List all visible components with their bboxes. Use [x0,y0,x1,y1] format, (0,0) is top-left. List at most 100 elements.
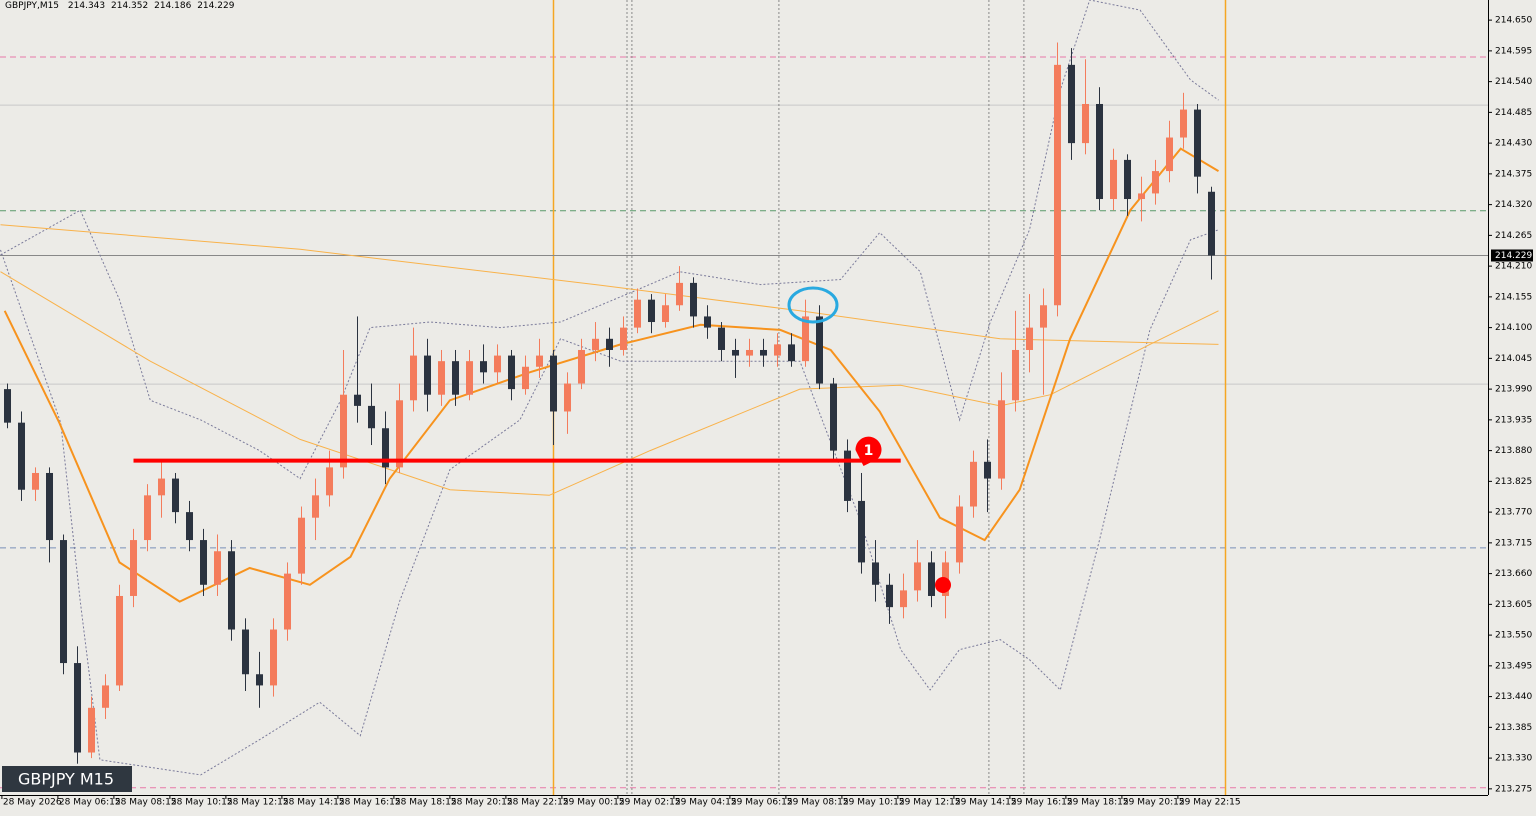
candle-body [74,663,82,753]
candle-body [746,349,754,356]
y-tick-label: 213.440 [1495,692,1532,702]
candle-body [1026,327,1034,350]
candle-body [578,349,586,384]
y-tick-label: 214.540 [1495,77,1532,87]
candle-body [438,361,446,395]
x-tick-label: 28 May 10:15 [171,798,233,808]
y-tick-label: 214.100 [1495,323,1532,333]
candle-body [704,316,712,328]
y-tick-label: 214.650 [1495,16,1532,26]
candle-body [284,573,292,630]
candle-body [214,551,222,585]
y-tick-label: 213.880 [1495,446,1532,456]
candle-body [1208,191,1216,256]
candle-body [956,506,964,563]
candle-body [186,512,194,541]
candle-body [816,316,824,384]
y-tick-label: 214.155 [1495,292,1532,302]
candle-body [634,299,642,328]
y-tick-label: 213.660 [1495,569,1532,579]
candle-body [606,338,614,350]
candle-body [270,629,278,686]
y-tick-label: 213.385 [1495,723,1532,733]
indicator-line [0,224,1219,345]
candle-body [102,685,110,708]
candle-body [242,629,250,675]
indicator-line [0,271,1219,496]
candle-body [998,400,1006,479]
indicator-line [3,147,1220,603]
candle-body [1096,103,1104,200]
candle-body [144,495,152,541]
x-tick-label: 29 May 10:15 [843,798,905,808]
marker-dot [935,577,951,593]
x-tick-label: 28 May 14:15 [283,798,345,808]
y-tick-label: 213.825 [1495,477,1532,487]
candle-body [466,361,474,395]
y-tick-label: 213.715 [1495,538,1532,548]
highlight-circle [787,286,839,324]
candle-body [1012,349,1020,401]
candle-body [508,355,516,390]
candle-body [1124,159,1132,200]
candle-body [914,562,922,591]
x-tick-label: 29 May 00:15 [563,798,625,808]
candle-body [536,355,544,367]
y-tick-label: 213.330 [1495,754,1532,764]
x-tick-label: 28 May 06:15 [59,798,121,808]
candle-body [522,366,530,390]
candle-body [1152,171,1160,194]
candle-body [312,495,320,518]
candle-body [396,400,404,468]
watermark: GBPJPY M15 [18,770,114,789]
candle-body [340,394,348,468]
x-tick-label: 28 May 08:15 [115,798,177,808]
x-tick-label: 28 May 2026 [3,798,62,808]
candle-body [676,282,684,306]
candle-body [802,316,810,362]
candle-body [872,562,880,585]
x-tick-label: 29 May 16:15 [1011,798,1073,808]
x-tick-label: 29 May 22:15 [1179,798,1241,808]
x-tick-label: 28 May 16:15 [339,798,401,808]
x-tick-label: 28 May 18:15 [395,798,457,808]
candle-body [900,590,908,608]
candle-body [452,361,460,395]
candle-body [368,405,376,429]
y-tick-label: 213.550 [1495,631,1532,641]
open: 214.343 [68,1,105,11]
candle-body [592,338,600,350]
candle-body [732,349,740,356]
y-tick-label: 213.275 [1495,784,1532,794]
candle-body [1166,137,1174,172]
candle-body [970,461,978,507]
candle-body [200,540,208,585]
candle-body [1040,305,1048,328]
x-tick-label: 29 May 04:15 [675,798,737,808]
candle-body [648,299,656,323]
x-tick-label: 29 May 14:15 [955,798,1017,808]
price-label-box [1491,249,1533,262]
candle-body [130,540,138,596]
candle-body [354,394,362,406]
y-tick-label: 214.320 [1495,200,1532,210]
x-tick-label: 29 May 08:15 [787,798,849,808]
candle-body [662,305,670,323]
indicator-line [0,0,1219,480]
annotation-pin [855,436,882,467]
candle-body [480,361,488,373]
y-tick-label: 213.770 [1495,508,1532,518]
y-tick-label: 213.605 [1495,600,1532,610]
x-tick-label: 29 May 06:15 [731,798,793,808]
candle-body [550,355,558,412]
candle-body [620,327,628,350]
candle-body [158,478,166,496]
indicator-line [0,229,1219,776]
candle-body [1180,109,1188,138]
candle-body [886,584,894,608]
x-tick-label: 28 May 20:15 [451,798,513,808]
candle-body [830,383,838,451]
candle-body [60,540,68,664]
